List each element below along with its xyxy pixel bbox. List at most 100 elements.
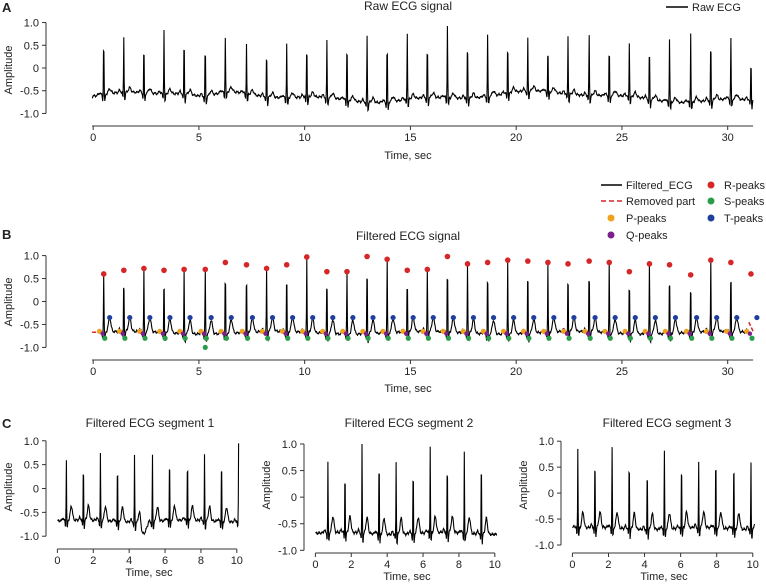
- segment-1-title: Filtered ECG segment 1: [86, 416, 215, 430]
- t-peak-marker: [370, 314, 376, 321]
- t-peak-marker: [310, 314, 316, 321]
- t-peak-marker: [694, 314, 700, 321]
- panel-b-legend: Filtered_ECG Removed part P-peaks Q-peak…: [601, 180, 765, 242]
- panel-a-xlabel: Time, sec: [384, 150, 432, 162]
- s-peak-marker: [647, 335, 654, 341]
- t-peak-marker: [330, 314, 336, 321]
- s-peak-marker: [285, 335, 291, 341]
- s-peak-marker: [345, 335, 351, 341]
- t-peak-marker: [127, 314, 133, 321]
- q-peak-marker: [484, 331, 489, 336]
- t-peak-marker: [734, 314, 740, 321]
- t-peak-marker: [208, 314, 214, 321]
- x-tick-label: 5: [196, 366, 202, 378]
- x-tick-label: 10: [747, 559, 759, 571]
- x-tick-label: 8: [198, 555, 204, 567]
- s-peak-marker: [506, 335, 512, 341]
- s-peak-marker: [365, 335, 371, 341]
- t-peak-marker: [531, 314, 537, 321]
- q-peak-marker: [263, 331, 268, 336]
- r-peak-marker: [707, 257, 714, 263]
- x-tick-label: 4: [641, 559, 647, 571]
- t-peak-marker: [592, 314, 598, 321]
- x-tick-label: 4: [126, 555, 132, 567]
- t-peak-marker: [551, 314, 557, 321]
- r-peak-marker: [222, 259, 229, 266]
- q-peak-marker: [464, 331, 469, 336]
- segment-3-title: Filtered ECG segment 3: [603, 416, 732, 430]
- legend-p-peaks-label: P-peaks: [626, 213, 667, 225]
- r-peak-marker: [687, 272, 694, 278]
- r-peak-marker: [748, 271, 754, 277]
- y-tick-label: 0.5: [24, 274, 39, 286]
- x-tick-label: 10: [299, 366, 311, 378]
- panel-b-ylabel: Amplitude: [3, 278, 15, 327]
- q-peak-marker: [544, 331, 550, 336]
- panel-a-legend: Raw ECG: [666, 2, 741, 14]
- q-peak-marker: [747, 331, 753, 336]
- r-peak-marker: [545, 259, 551, 266]
- s-peak-marker: [244, 335, 251, 341]
- s-peak-marker: [749, 335, 755, 341]
- x-tick-label: 15: [404, 132, 416, 144]
- s-peak-marker: [122, 335, 128, 341]
- r-peak-marker: [344, 268, 350, 275]
- segment-1-xlabel: Time, sec: [125, 567, 173, 579]
- s-peak-marker: [425, 335, 432, 341]
- panel-c: C Filtered ECG segment 1 Filtered ECG se…: [2, 416, 759, 583]
- x-tick-label: 0: [569, 559, 575, 571]
- r-peak-marker: [586, 258, 592, 264]
- y-tick-label: 0.5: [282, 466, 297, 478]
- q-peak-marker: [160, 331, 166, 336]
- segment-3-plot: 0 2 4 6 8 10 1.0 0.5 0 -0.5 -1.0: [535, 436, 759, 571]
- s-peak-marker: [587, 335, 593, 341]
- legend-s-peaks-label: S-peaks: [724, 196, 765, 208]
- q-peak-marker: [100, 331, 105, 336]
- r-peak-marker: [324, 268, 330, 275]
- q-peak-marker: [343, 331, 349, 336]
- q-peak-marker: [363, 331, 369, 336]
- r-peak-marker: [384, 256, 390, 263]
- y-tick-label: 0: [33, 484, 39, 496]
- y-tick-label: 1.0: [282, 439, 297, 451]
- t-peak-marker: [714, 314, 720, 321]
- t-peak-marker: [612, 314, 618, 321]
- s-peak-marker: [607, 335, 613, 341]
- t-peak-marker: [249, 314, 256, 321]
- t-peak-marker: [390, 314, 396, 321]
- removed-part-end: [748, 321, 754, 332]
- r-peak-marker: [283, 261, 290, 268]
- legend-raw-ecg-label: Raw ECG: [692, 2, 741, 14]
- t-peak-marker: [430, 314, 436, 321]
- y-tick-label: -1.0: [20, 108, 39, 120]
- t-peak-marker: [147, 314, 153, 321]
- s-peak-marker: [465, 335, 472, 341]
- x-tick-label: 0: [54, 555, 60, 567]
- x-tick-label: 5: [196, 132, 202, 144]
- y-tick-label: 1.0: [24, 436, 39, 448]
- segment-3-xlabel: Time, sec: [640, 571, 688, 583]
- q-peak-marker: [140, 331, 146, 336]
- s-peak-marker: [182, 335, 188, 341]
- x-tick-label: 10: [299, 132, 311, 144]
- t-peak-marker: [107, 314, 113, 321]
- r-peak-marker: [161, 267, 167, 274]
- r-peak-marker: [404, 267, 411, 274]
- raw-ecg-series: [91, 25, 754, 113]
- y-tick-label: -0.5: [535, 514, 554, 526]
- s-peak-marker: [486, 335, 492, 341]
- x-tick-label: 0: [90, 132, 96, 144]
- s-peak-marker: [223, 335, 230, 341]
- r-peak-marker: [263, 265, 270, 272]
- x-tick-label: 25: [616, 132, 628, 144]
- q-peak-marker: [424, 331, 429, 336]
- s-peak-marker: [627, 335, 634, 341]
- r-peak-marker: [202, 266, 209, 273]
- q-peak-marker: [303, 331, 308, 336]
- s-peak-marker: [546, 335, 552, 341]
- t-peak-marker: [571, 314, 577, 321]
- r-peak-marker: [484, 259, 491, 266]
- q-peak-marker: [444, 331, 449, 336]
- legend-p-peaks-marker: [607, 214, 615, 222]
- s-peak-marker: [203, 335, 209, 341]
